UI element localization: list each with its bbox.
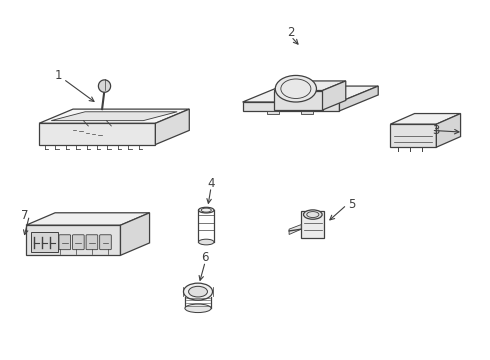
Text: 1: 1 [55, 69, 62, 82]
Ellipse shape [275, 76, 317, 102]
Polygon shape [243, 102, 340, 111]
Polygon shape [391, 124, 437, 147]
Polygon shape [39, 123, 155, 145]
Text: 7: 7 [21, 209, 28, 222]
Text: 6: 6 [201, 252, 209, 265]
Ellipse shape [198, 207, 214, 213]
Polygon shape [322, 81, 346, 110]
Polygon shape [243, 86, 378, 102]
Bar [267, 111, 279, 114]
Polygon shape [274, 81, 346, 90]
Polygon shape [155, 109, 189, 145]
Ellipse shape [185, 304, 211, 312]
Polygon shape [274, 90, 322, 110]
Polygon shape [301, 211, 324, 238]
Polygon shape [437, 113, 461, 147]
Polygon shape [340, 86, 378, 111]
Ellipse shape [303, 210, 322, 219]
Text: 5: 5 [348, 198, 355, 211]
Polygon shape [26, 225, 121, 255]
Polygon shape [391, 113, 461, 124]
Polygon shape [26, 213, 149, 225]
Bar [31, 232, 57, 252]
Ellipse shape [198, 239, 214, 245]
FancyBboxPatch shape [73, 235, 84, 249]
Ellipse shape [189, 286, 207, 297]
Text: 2: 2 [287, 26, 295, 39]
Polygon shape [39, 109, 189, 123]
FancyBboxPatch shape [59, 235, 71, 249]
Text: 4: 4 [207, 177, 215, 190]
Polygon shape [289, 225, 301, 234]
Ellipse shape [183, 283, 213, 300]
Polygon shape [51, 112, 177, 121]
FancyBboxPatch shape [99, 235, 111, 249]
Polygon shape [121, 213, 149, 255]
Text: 3: 3 [433, 124, 440, 137]
Polygon shape [98, 80, 111, 92]
FancyBboxPatch shape [86, 235, 98, 249]
Bar [301, 111, 313, 114]
